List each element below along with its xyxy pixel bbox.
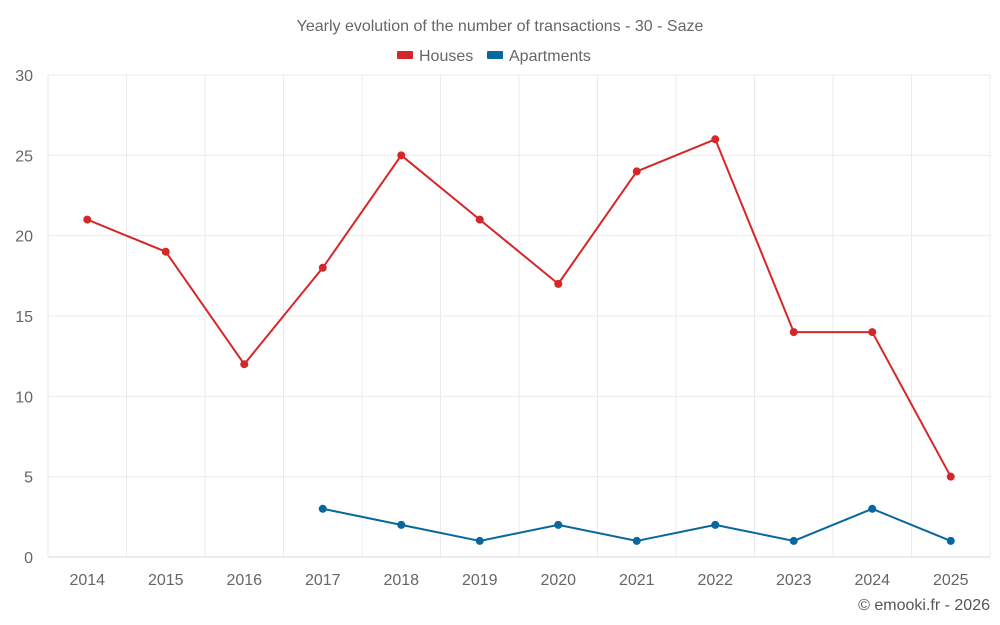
legend-swatch <box>397 51 413 59</box>
chart-title: Yearly evolution of the number of transa… <box>297 18 704 35</box>
legend-item-houses[interactable]: Houses <box>397 48 473 65</box>
x-tick-label: 2014 <box>69 572 105 589</box>
credit-text: © emooki.fr - 2026 <box>858 597 990 614</box>
x-tick-label: 2021 <box>619 572 655 589</box>
legend-swatch <box>487 51 503 59</box>
x-tick-label: 2023 <box>776 572 812 589</box>
series-line-houses <box>86 138 952 478</box>
data-point-apartments[interactable] <box>711 520 720 529</box>
data-point-houses[interactable] <box>711 135 720 144</box>
x-axis: 2014 2015 2016 2017 2018 2019 2020 2021 2022 2023… <box>69 572 968 589</box>
data-point-apartments[interactable] <box>632 536 641 545</box>
data-point-houses[interactable] <box>554 279 563 288</box>
y-axis: 0 5 10 15 20 25 30 <box>15 68 33 567</box>
legend-item-apartments[interactable]: Apartments <box>487 48 591 65</box>
x-tick-label: 2020 <box>540 572 576 589</box>
x-tick-label: 2022 <box>697 572 733 589</box>
data-point-houses[interactable] <box>83 215 92 224</box>
legend[interactable]: Houses Apartments <box>397 48 591 65</box>
y-tick-label: 5 <box>24 470 33 487</box>
data-point-houses[interactable] <box>240 360 249 369</box>
y-tick-label: 15 <box>15 309 33 326</box>
series-layer <box>83 135 955 545</box>
data-point-houses[interactable] <box>868 328 877 337</box>
y-tick-label: 25 <box>15 148 33 165</box>
data-point-apartments[interactable] <box>554 520 563 529</box>
data-point-apartments[interactable] <box>946 536 955 545</box>
x-tick-label: 2017 <box>305 572 341 589</box>
x-tick-label: 2016 <box>226 572 262 589</box>
y-tick-label: 10 <box>15 389 33 406</box>
y-tick-label: 0 <box>24 550 33 567</box>
data-point-apartments[interactable] <box>475 536 484 545</box>
x-tick-label: 2019 <box>462 572 498 589</box>
y-tick-label: 30 <box>15 68 33 85</box>
x-tick-label: 2025 <box>933 572 969 589</box>
y-tick-label: 20 <box>15 229 33 246</box>
data-point-apartments[interactable] <box>789 536 798 545</box>
data-point-houses[interactable] <box>161 247 170 256</box>
data-point-houses[interactable] <box>946 472 955 481</box>
series-line-apartments <box>322 507 952 542</box>
gridlines <box>47 74 991 558</box>
data-point-apartments[interactable] <box>868 504 877 513</box>
data-point-houses[interactable] <box>632 167 641 176</box>
data-point-houses[interactable] <box>789 328 798 337</box>
legend-label: Apartments <box>509 48 591 65</box>
x-tick-label: 2015 <box>148 572 184 589</box>
data-point-houses[interactable] <box>318 263 327 272</box>
data-point-apartments[interactable] <box>397 520 406 529</box>
x-tick-label: 2018 <box>383 572 419 589</box>
data-point-apartments[interactable] <box>318 504 327 513</box>
x-tick-label: 2024 <box>854 572 890 589</box>
data-point-houses[interactable] <box>397 151 406 160</box>
data-point-houses[interactable] <box>475 215 484 224</box>
legend-label: Houses <box>419 48 473 65</box>
